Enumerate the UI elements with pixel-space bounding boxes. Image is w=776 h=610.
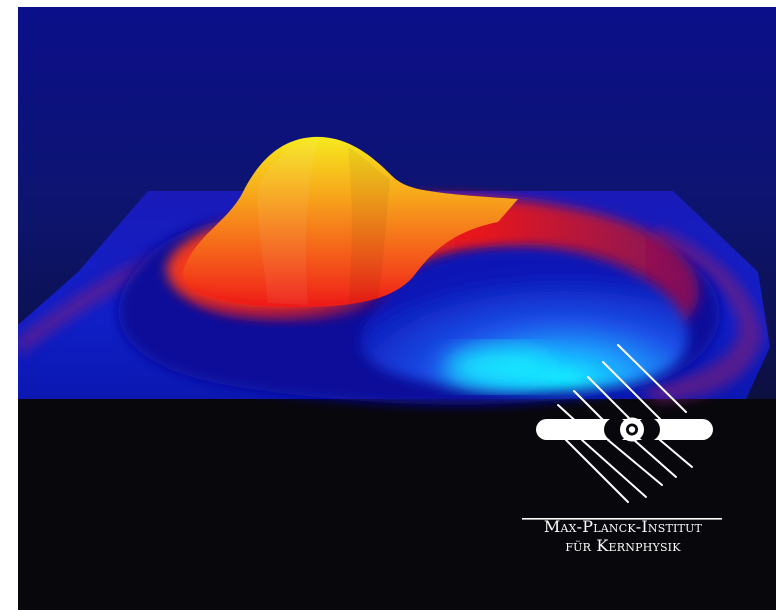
- mpi-logo-emblem: [536, 417, 713, 442]
- surface-rim-left: [18, 252, 158, 357]
- mpi-logo-rule: [522, 518, 722, 520]
- surface-well-bottom: [445, 347, 555, 387]
- surface-plot-illustration: [18, 7, 776, 610]
- visualization-image: Max-Planck-Institut für Kernphysik: [18, 7, 776, 610]
- surface-peak: [183, 136, 518, 307]
- surface-peak-facet: [257, 139, 318, 305]
- institute-name: Max-Planck-Institut für Kernphysik: [520, 517, 726, 555]
- institute-name-line2: für Kernphysik: [565, 536, 681, 555]
- mpi-logo-lines: [557, 344, 693, 503]
- surface-rim-right: [638, 227, 763, 402]
- surface-well: [361, 246, 689, 391]
- institute-name-line1: Max-Planck-Institut: [543, 517, 703, 536]
- surface-peak-base: [178, 277, 413, 319]
- surface-peak-facet: [348, 147, 390, 305]
